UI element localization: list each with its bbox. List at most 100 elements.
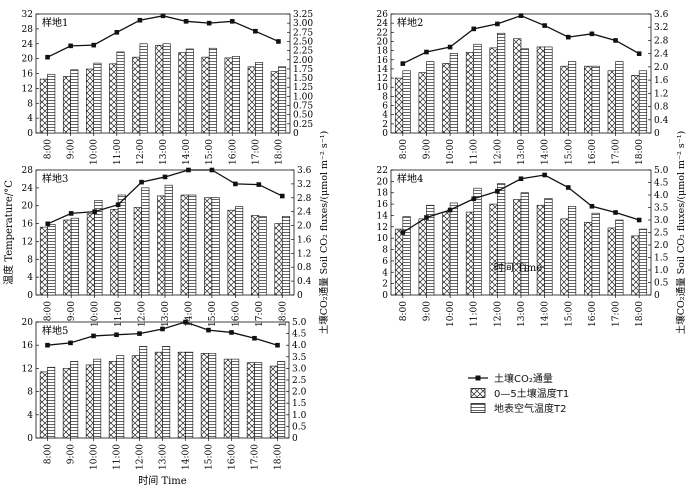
x-tick-label: 16:00 [231,301,241,327]
right-tick-label: 1.6 [297,235,312,245]
left-tick-label: 18 [377,189,389,199]
right-tick-label: 4.5 [292,330,307,340]
x-tick-label: 16:00 [588,139,598,165]
bar-t1 [201,56,210,134]
bar-t2 [473,43,482,134]
co2-point [137,331,142,336]
bar-t1 [39,78,48,134]
bar-t1 [607,70,616,134]
bar-t1 [584,221,593,296]
bar-t2 [567,206,577,296]
left-tick-label: 0 [382,291,388,301]
x-tick-label: 8:00 [44,301,54,321]
bar-t2 [47,224,56,296]
bar-t2 [544,46,553,134]
bar-t2 [520,48,529,134]
left-tick-label: 8 [382,246,388,256]
right-tick-label: 1.50 [293,74,313,84]
co2-point [542,172,547,178]
x-tick-label: 8:00 [44,139,54,159]
x-tick-label: 12:00 [138,301,148,327]
co2-point [183,319,188,325]
x-tick-label: 8:00 [399,301,409,321]
x-tick-label: 13:00 [159,444,169,470]
x-tick-label: 11:00 [114,301,124,327]
bar-t2 [497,183,506,296]
bar-t2 [638,228,648,296]
x-tick-label: 18:00 [635,139,645,165]
bar-t2 [211,197,220,296]
right-tick-label: 0 [292,434,298,444]
x-tick-label: 16:00 [228,139,238,165]
bar-t1 [63,219,72,296]
co2-point [186,167,191,173]
bar-t1 [85,364,94,439]
bar-t2 [254,362,263,439]
right-tick-label: 2.25 [293,47,313,57]
left-tick-label: 4 [27,273,33,283]
co2-point [233,181,238,187]
bar-t2 [162,346,171,439]
co2-point [114,332,119,338]
bar-t1 [631,75,640,134]
right-tick-label: 2.8 [654,36,669,46]
co2-point [279,193,285,199]
right-tick-label: 0 [297,291,303,301]
left-tick-label: 14 [377,65,389,75]
left-tick-label: 4 [382,268,388,278]
co2-point [495,21,500,27]
co2-point [160,13,166,19]
right-tick-label: 3.5 [292,353,307,363]
right-tick-label: 0.25 [293,120,313,130]
left-tick-label: 0 [27,291,33,301]
bar-t1 [269,365,278,439]
x-tick-label: 14:00 [184,301,194,327]
x-tick-label: 13:00 [161,301,171,327]
bar-t1 [607,227,616,296]
bar-t1 [223,358,232,439]
legend-label: 土壤CO₂通量 [494,374,553,385]
x-tick-label: 18:00 [274,444,284,470]
bar-t1 [442,211,451,296]
x-tick-label: 11:00 [470,301,480,327]
left-tick-label: 4 [27,411,33,421]
co2-point [114,30,120,35]
bar-t1 [200,353,209,439]
x-tick-label: 17:00 [255,301,265,327]
left-tick-label: 16 [377,56,389,66]
legend-horizontal-hatch-icon [468,402,488,413]
right-tick-label: 3.0 [292,364,307,374]
bar-t2 [638,70,648,134]
left-tick-label: 18 [377,47,389,57]
left-tick-label: 12 [22,84,33,94]
bar-t1 [62,368,71,439]
left-tick-label: 0 [27,129,33,139]
x-tick-label: 17:00 [251,444,261,470]
co2-point [256,182,262,187]
bar-t1 [442,63,451,134]
right-tick-label: 2.5 [292,376,307,386]
right-axis-title: 土壤CO₂通量 Soil CO₂ fluxes/(μmol m⁻² s⁻¹) [318,131,330,335]
x-tick-label: 15:00 [205,139,215,165]
x-tick-label: 13:00 [517,301,527,327]
bar-t1 [224,57,233,134]
co2-point [183,19,189,24]
bar-t1 [246,362,255,439]
bar-t2 [188,194,197,296]
right-tick-label: 0.4 [654,116,669,126]
co2-point [636,51,642,56]
panel-label: 样地2 [397,16,423,29]
co2-point [91,42,97,48]
bar-t1 [177,351,186,439]
x-tick-label: 12:00 [493,139,503,165]
x-tick-label: 15:00 [208,301,218,327]
left-tick-label: 20 [377,177,389,187]
x-tick-label: 18:00 [274,139,284,165]
co2-point [495,188,500,194]
x-tick-label: 16:00 [228,444,238,470]
right-tick-label: 0.75 [293,102,313,112]
bar-t1 [513,38,522,134]
right-tick-label: 0 [654,129,660,139]
bar-t1 [536,46,545,134]
bar-t2 [473,187,482,296]
